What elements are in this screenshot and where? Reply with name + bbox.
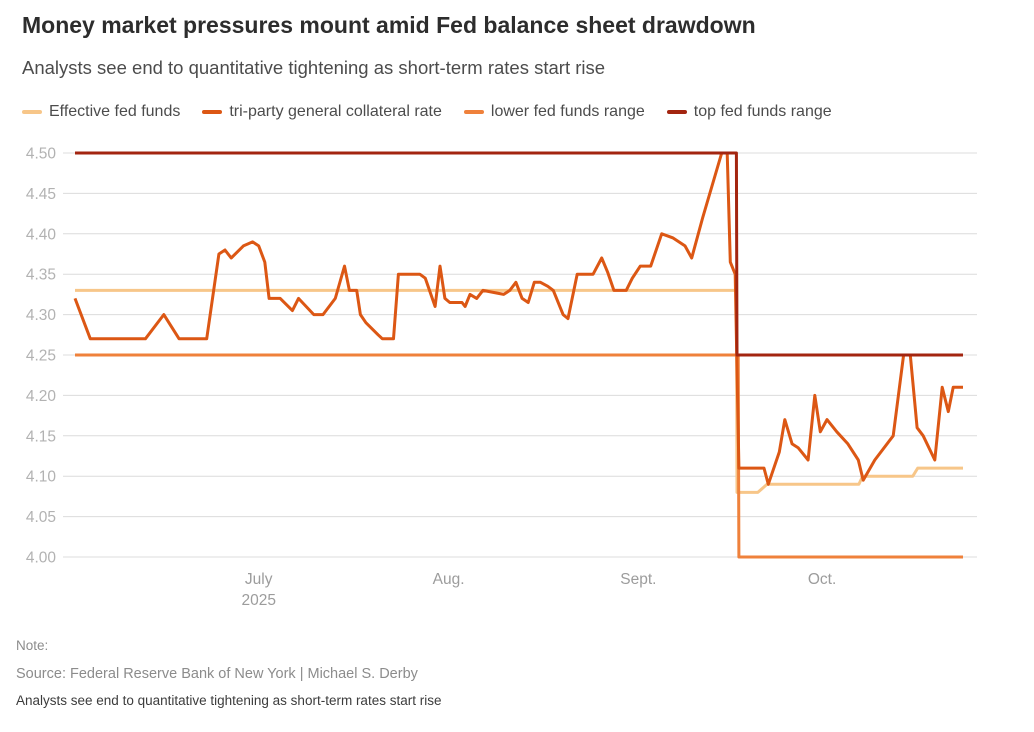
y-axis-label: 4.10	[26, 469, 57, 486]
x-axis-label: Sept.	[620, 571, 656, 588]
tri-party-general-collateral-rate-line	[73, 151, 963, 486]
note-label: Note:	[16, 638, 49, 653]
legend-swatch-icon	[202, 110, 223, 114]
legend-label: lower fed funds range	[490, 103, 645, 120]
top-fed-funds-range-line	[75, 151, 963, 357]
legend-item-tri-party-general-collateral-rate: tri-party general collateral rate	[202, 103, 442, 121]
legend-item-lower-fed-funds-range: lower fed funds range	[463, 103, 645, 121]
y-axis-label: 4.20	[26, 388, 57, 405]
lower-fed-funds-range-line	[75, 353, 963, 559]
legend-swatch-icon	[666, 110, 687, 114]
legend-item-effective-fed-funds: Effective fed funds	[22, 103, 180, 121]
x-axis-sublabel: 2025	[241, 592, 275, 609]
y-axis-label: 4.05	[26, 509, 56, 526]
line-chart: 4.00 4.05 4.10 4.15 4.20 4.25 4.30 4.35 4.40 4.45…	[26, 146, 977, 609]
legend-label: tri-party general collateral rate	[229, 103, 442, 120]
x-axis-label: Aug.	[433, 571, 465, 588]
legend-label: top fed funds range	[693, 103, 832, 120]
y-axis-label: 4.45	[26, 186, 56, 203]
x-axis-label: Oct.	[808, 571, 836, 588]
y-axis-label: 4.50	[26, 146, 57, 163]
y-axis-label: 4.35	[26, 267, 56, 284]
legend-item-top-fed-funds-range: top fed funds range	[666, 103, 832, 121]
y-axis-label: 4.25	[26, 348, 56, 365]
x-axis-label: July	[245, 571, 273, 588]
y-axis-label: 4.15	[26, 428, 56, 445]
chart-subtitle: Analysts see end to quantitative tighten…	[22, 57, 606, 78]
source-line: Source: Federal Reserve Bank of New York…	[16, 666, 418, 682]
legend-swatch-icon	[22, 110, 42, 114]
y-axis-label: 4.30	[26, 307, 57, 324]
legend-swatch-icon	[463, 110, 484, 114]
legend-label: Effective fed funds	[49, 103, 181, 120]
chart-title: Money market pressures mount amid Fed ba…	[22, 12, 756, 38]
y-axis-label: 4.40	[26, 226, 57, 243]
caption-line: Analysts see end to quantitative tighten…	[16, 693, 442, 708]
y-axis-label: 4.00	[26, 550, 57, 567]
legend: Effective fed funds tri-party general co…	[22, 103, 832, 121]
